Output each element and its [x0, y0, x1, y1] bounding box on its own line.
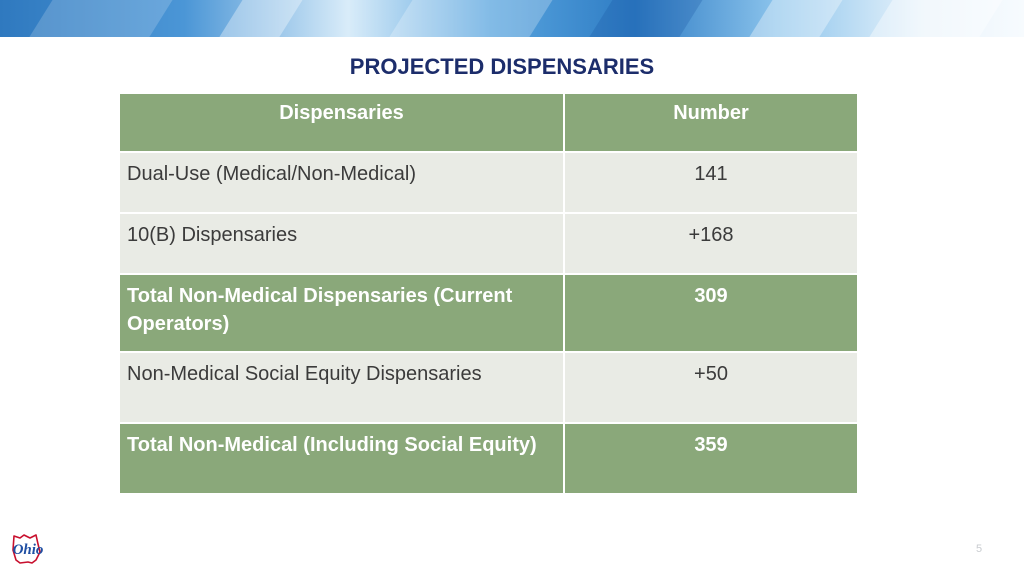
page-number: 5: [976, 543, 983, 555]
table-row: Dual-Use (Medical/Non-Medical) 141: [118, 151, 859, 214]
row-label: Total Non-Medical (Including Social Equi…: [118, 422, 565, 495]
row-value: 309: [563, 273, 859, 353]
slide-title: PROJECTED DISPENSARIES: [349, 54, 655, 79]
row-value: +50: [563, 351, 859, 424]
row-label: 10(B) Dispensaries: [118, 212, 565, 275]
row-value: +168: [563, 212, 859, 275]
svg-text:Ohio: Ohio: [13, 542, 44, 558]
column-header-dispensaries: Dispensaries: [118, 92, 565, 153]
table-row-total: Total Non-Medical Dispensaries (Current …: [118, 273, 859, 353]
row-label: Dual-Use (Medical/Non-Medical): [118, 151, 565, 214]
row-label: Total Non-Medical Dispensaries (Current …: [118, 273, 565, 353]
ohio-logo: Ohio: [12, 534, 44, 564]
table-row-total: Total Non-Medical (Including Social Equi…: [118, 422, 859, 495]
row-label: Non-Medical Social Equity Dispensaries: [118, 351, 565, 424]
table-header-row: Dispensaries Number: [118, 92, 859, 153]
top-banner: [0, 0, 1024, 37]
table-row: 10(B) Dispensaries +168: [118, 212, 859, 275]
row-value: 141: [563, 151, 859, 214]
table-row: Non-Medical Social Equity Dispensaries +…: [118, 351, 859, 424]
row-value: 359: [563, 422, 859, 495]
dispensaries-table: Dispensaries Number Dual-Use (Medical/No…: [118, 92, 859, 495]
column-header-number: Number: [563, 92, 859, 153]
